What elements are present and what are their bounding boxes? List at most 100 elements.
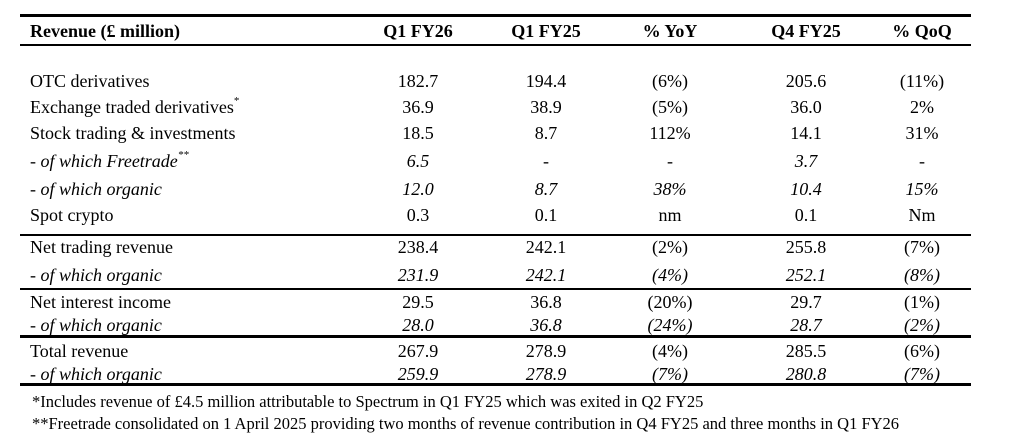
- cell-value: (7%): [652, 364, 688, 384]
- cell-value: 6.5: [406, 151, 430, 171]
- cell-value: 36.0: [790, 97, 822, 117]
- cell-value: 36.9: [402, 97, 434, 117]
- row-label: - of which organic: [30, 266, 162, 284]
- row-label: Net interest income: [30, 293, 171, 311]
- cell-value: 194.4: [525, 71, 567, 91]
- rule-after-net-trading: [20, 288, 971, 290]
- cell-value: nm: [658, 205, 682, 225]
- top-rule: [20, 14, 971, 17]
- cell-value: -: [543, 151, 549, 171]
- footnote-freetrade: **Freetrade consolidated on 1 April 2025…: [32, 414, 900, 433]
- cell-value: 112%: [649, 123, 691, 143]
- header-col-q1fy25: Q1 FY25: [511, 21, 581, 41]
- cell-value: Nm: [908, 205, 936, 225]
- row-label-text: - of which organic: [30, 315, 162, 335]
- header-col-q1fy26: Q1 FY26: [383, 21, 453, 41]
- cell-value: 31%: [905, 123, 939, 143]
- cell-value: (7%): [904, 237, 940, 257]
- cell-value: (7%): [904, 364, 940, 384]
- row-label-text: Exchange traded derivatives: [30, 97, 234, 117]
- bottom-rule: [20, 383, 971, 386]
- cell-value: 29.7: [790, 292, 822, 312]
- cell-value: (2%): [904, 315, 940, 335]
- cell-value: 0.1: [534, 205, 558, 225]
- cell-value: (6%): [904, 341, 940, 361]
- cell-value: (8%): [904, 265, 940, 285]
- row-label: Exchange traded derivatives*: [30, 95, 240, 117]
- cell-value: (1%): [904, 292, 940, 312]
- row-label-text: Spot crypto: [30, 205, 114, 225]
- row-label-text: Stock trading & investments: [30, 123, 236, 143]
- row-label: OTC derivatives: [30, 72, 149, 90]
- cell-value: 259.9: [397, 364, 439, 384]
- row-label-text: - of which organic: [30, 364, 162, 384]
- cell-value: 242.1: [525, 237, 567, 257]
- cell-value: 12.0: [402, 179, 434, 199]
- cell-value: 29.5: [402, 292, 434, 312]
- cell-value: (11%): [899, 71, 945, 91]
- row-label-text: OTC derivatives: [30, 71, 150, 91]
- cell-value: (4%): [652, 341, 688, 361]
- row-label: Stock trading & investments: [30, 124, 235, 142]
- footnotes: *Includes revenue of £4.5 million attrib…: [32, 391, 899, 435]
- cell-value: 10.4: [790, 179, 822, 199]
- row-label-text: Net interest income: [30, 292, 171, 312]
- cell-value: 285.5: [785, 341, 827, 361]
- cell-value: 238.4: [397, 237, 439, 257]
- row-label: Net trading revenue: [30, 238, 173, 256]
- cell-value: 205.6: [785, 71, 827, 91]
- cell-value: -: [919, 151, 925, 171]
- cell-value: 36.8: [530, 315, 562, 335]
- cell-value: 0.3: [406, 205, 430, 225]
- row-label: Total revenue: [30, 342, 128, 360]
- cell-value: 8.7: [534, 123, 558, 143]
- header-rule: [20, 44, 971, 46]
- row-label-text: - of which organic: [30, 265, 162, 285]
- cell-value: (2%): [652, 237, 688, 257]
- cell-value: 278.9: [525, 364, 567, 384]
- header-label: Revenue (£ million): [30, 21, 180, 41]
- row-label-text: Net trading revenue: [30, 237, 173, 257]
- cell-value: 28.7: [790, 315, 822, 335]
- row-label: - of which organic: [30, 316, 162, 334]
- cell-value: 8.7: [534, 179, 558, 199]
- cell-value: 255.8: [785, 237, 827, 257]
- footnote-marker: **: [177, 149, 189, 161]
- cell-value: 3.7: [794, 151, 818, 171]
- header-col-q4fy25: Q4 FY25: [771, 21, 841, 41]
- cell-value: 38%: [653, 179, 687, 199]
- cell-value: (4%): [652, 265, 688, 285]
- row-label-text: - of which organic: [30, 179, 162, 199]
- cell-value: (5%): [652, 97, 688, 117]
- cell-value: 38.9: [530, 97, 562, 117]
- cell-value: 278.9: [525, 341, 567, 361]
- row-label-text: Total revenue: [30, 341, 129, 361]
- cell-value: 2%: [910, 97, 934, 117]
- cell-value: 18.5: [402, 123, 434, 143]
- cell-value: 36.8: [530, 292, 562, 312]
- row-label: - of which organic: [30, 365, 162, 383]
- cell-value: (6%): [652, 71, 688, 91]
- cell-value: 15%: [905, 179, 939, 199]
- cell-value: 28.0: [402, 315, 434, 335]
- cell-value: (24%): [647, 315, 693, 335]
- header-col-qoq: % QoQ: [892, 21, 952, 41]
- cell-value: 267.9: [397, 341, 439, 361]
- cell-value: -: [667, 151, 673, 171]
- row-label: Spot crypto: [30, 206, 114, 224]
- row-label-text: - of which Freetrade: [30, 151, 178, 171]
- cell-value: 182.7: [397, 71, 439, 91]
- row-label: - of which Freetrade**: [30, 149, 189, 171]
- cell-value: (20%): [647, 292, 693, 312]
- rule-after-crypto: [20, 234, 971, 236]
- cell-value: 252.1: [785, 265, 827, 285]
- header-col-yoy: % YoY: [642, 21, 698, 41]
- cell-value: 0.1: [794, 205, 818, 225]
- cell-value: 14.1: [790, 123, 822, 143]
- row-label: - of which organic: [30, 180, 162, 198]
- cell-value: 280.8: [785, 364, 827, 384]
- cell-value: 231.9: [397, 265, 439, 285]
- footnote-marker: *: [233, 95, 240, 107]
- footnote-spectrum: *Includes revenue of £4.5 million attrib…: [32, 392, 704, 411]
- rule-before-total: [20, 335, 971, 338]
